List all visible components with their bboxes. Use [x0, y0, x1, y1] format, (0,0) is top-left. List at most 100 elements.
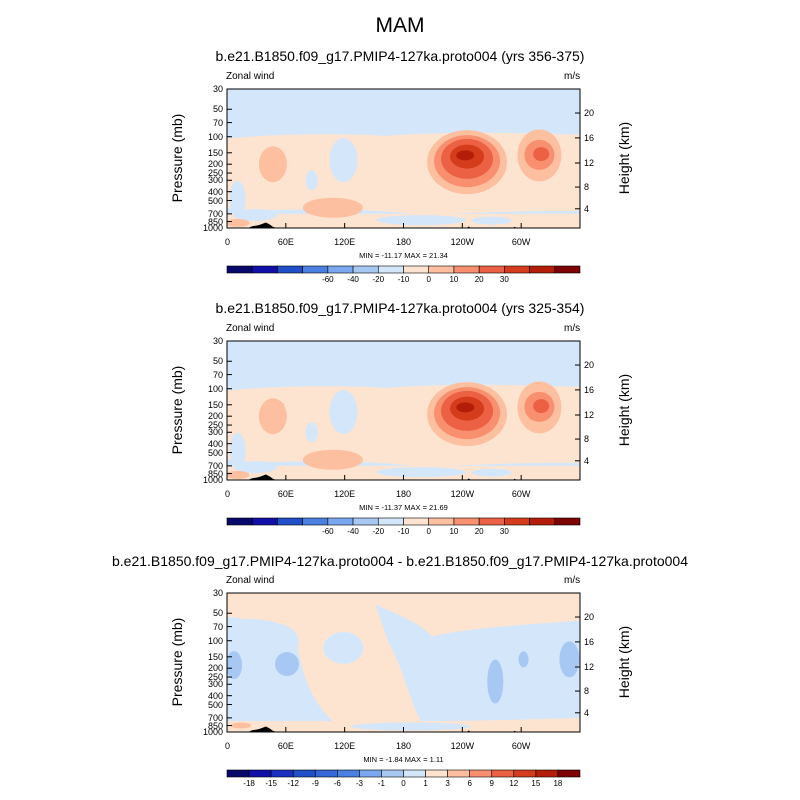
colorbar-label: 20 — [474, 527, 484, 536]
pressure-tick-label: 250 — [207, 420, 223, 431]
pressure-tick-label: 200 — [207, 663, 223, 674]
jet-east-core — [533, 147, 550, 162]
y2-axis-title: Height (km) — [616, 121, 632, 194]
easterly-patch — [471, 216, 512, 225]
colorbar-label: 30 — [499, 275, 509, 284]
colorbar-label: 10 — [449, 275, 459, 284]
longitude-tick-label: 120W — [450, 489, 475, 499]
longitude-tick-label: 120E — [334, 489, 356, 499]
negative-core — [559, 641, 580, 678]
longitude-tick-label: 60E — [277, 489, 294, 499]
longitude-tick-label: 120W — [450, 741, 475, 751]
pressure-tick-label: 70 — [212, 117, 223, 128]
colorbar-swatch — [337, 769, 360, 778]
pressure-tick-label: 850 — [207, 216, 223, 227]
pressure-tick-label: 200 — [207, 159, 223, 170]
longitude-tick-label: 120E — [334, 237, 356, 247]
jet-core-max — [456, 402, 475, 413]
colorbar-label: -15 — [265, 779, 277, 788]
easterly-patch — [229, 180, 246, 217]
pressure-tick-label: 70 — [212, 369, 223, 380]
height-tick-label: 12 — [584, 409, 595, 420]
colorbar-swatch — [469, 769, 493, 778]
panel-2-field-label: Zonal wind — [226, 323, 275, 334]
pressure-tick-label: 500 — [207, 699, 223, 710]
easterly-patch — [471, 468, 512, 477]
easterly-patch — [229, 432, 246, 469]
pressure-tick-label: 1000 — [202, 475, 223, 485]
easterly-patch — [305, 170, 318, 191]
pressure-tick-label: 700 — [207, 208, 223, 219]
pressure-tick-label: 300 — [207, 175, 223, 186]
negative-patch — [350, 722, 471, 731]
easterly-patch — [329, 138, 358, 183]
min-max-label: MIN = -11.17 MAX = 21.34 — [359, 251, 448, 260]
panel-2-units: m/s — [564, 323, 581, 334]
panel-3-units: m/s — [564, 575, 581, 586]
longitude-tick-label: 0 — [225, 741, 231, 751]
colorbar-label: 15 — [531, 779, 541, 788]
colorbar-label: -9 — [311, 779, 319, 788]
colorbar-label: 20 — [474, 275, 484, 284]
longitude-tick-label: 60W — [511, 741, 531, 751]
pressure-tick-label: 1000 — [202, 223, 223, 233]
pressure-tick-label: 400 — [207, 690, 223, 701]
pressure-tick-label: 50 — [212, 356, 223, 367]
negative-region-east — [375, 604, 580, 722]
colorbar-swatch — [535, 769, 559, 778]
colorbar-label: 3 — [445, 779, 450, 788]
colorbar-label: 6 — [467, 779, 472, 788]
negative-core — [487, 659, 504, 704]
colorbar-label: -60 — [322, 275, 334, 284]
colorbar-swatch — [359, 769, 382, 778]
panel-2-title: b.e21.B1850.f09_g17.PMIP4-127ka.proto004… — [215, 300, 585, 316]
longitude-tick-label: 60W — [511, 489, 531, 499]
height-tick-label: 4 — [584, 203, 590, 214]
easterly-patch — [305, 422, 318, 443]
pressure-tick-label: 250 — [207, 168, 223, 179]
longitude-tick-label: 180 — [395, 489, 412, 499]
easterly-patch — [233, 460, 278, 473]
height-tick-label: 8 — [584, 434, 590, 445]
height-tick-label: 8 — [584, 686, 590, 697]
height-tick-label: 20 — [584, 360, 595, 371]
longitude-tick-label: 180 — [395, 237, 412, 247]
longitude-tick-label: 60E — [277, 237, 294, 247]
jet-low-patch — [227, 470, 250, 479]
min-max-label: MIN = -11.37 MAX = 21.69 — [359, 503, 448, 512]
jet-east-core — [533, 399, 550, 414]
pressure-tick-label: 200 — [207, 411, 223, 422]
pressure-tick-label: 700 — [207, 712, 223, 723]
negative-core — [518, 651, 529, 668]
y2-axis-title: Height (km) — [616, 373, 632, 446]
pressure-tick-label: 30 — [212, 588, 223, 598]
pressure-tick-label: 700 — [207, 460, 223, 471]
panel-3-title: b.e21.B1850.f09_g17.PMIP4-127ka.proto004… — [112, 553, 688, 569]
colorbar-label: -6 — [333, 779, 341, 788]
height-tick-label: 16 — [584, 636, 595, 647]
colorbar-label: -20 — [372, 275, 385, 284]
colorbar-label: 10 — [449, 527, 459, 536]
jet-low-patch — [227, 218, 250, 227]
height-tick-label: 4 — [584, 455, 590, 466]
colorbar-label: 0 — [426, 275, 431, 284]
jet-core-max — [456, 150, 475, 161]
pressure-tick-label: 30 — [212, 336, 223, 346]
jet-west-contour — [258, 146, 287, 183]
colorbar-swatch — [425, 769, 448, 778]
longitude-tick-label: 0 — [225, 237, 231, 247]
colorbar-swatch — [554, 517, 581, 526]
jet-low-patch — [302, 197, 363, 218]
pressure-tick-label: 150 — [207, 399, 223, 410]
pressure-tick-label: 500 — [207, 447, 223, 458]
height-tick-label: 20 — [584, 108, 595, 119]
colorbar-swatch — [226, 769, 250, 778]
colorbar-swatch — [292, 769, 316, 778]
pressure-tick-label: 300 — [207, 427, 223, 438]
positive-core — [231, 722, 252, 729]
colorbar-label: 9 — [489, 779, 494, 788]
longitude-tick-label: 120W — [450, 237, 475, 247]
colorbar-label: 18 — [553, 779, 563, 788]
easterly-patch — [233, 208, 278, 221]
colorbar-swatch — [554, 265, 581, 274]
